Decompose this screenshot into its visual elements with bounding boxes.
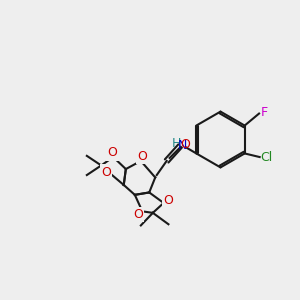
Text: O: O — [133, 208, 143, 221]
Text: O: O — [163, 194, 173, 207]
Text: O: O — [137, 150, 147, 163]
Text: Cl: Cl — [260, 151, 272, 164]
Text: F: F — [260, 106, 267, 119]
Text: O: O — [180, 138, 190, 151]
Text: H: H — [171, 137, 181, 150]
Text: O: O — [107, 146, 117, 159]
Text: O: O — [101, 166, 111, 178]
Text: N: N — [178, 139, 188, 152]
